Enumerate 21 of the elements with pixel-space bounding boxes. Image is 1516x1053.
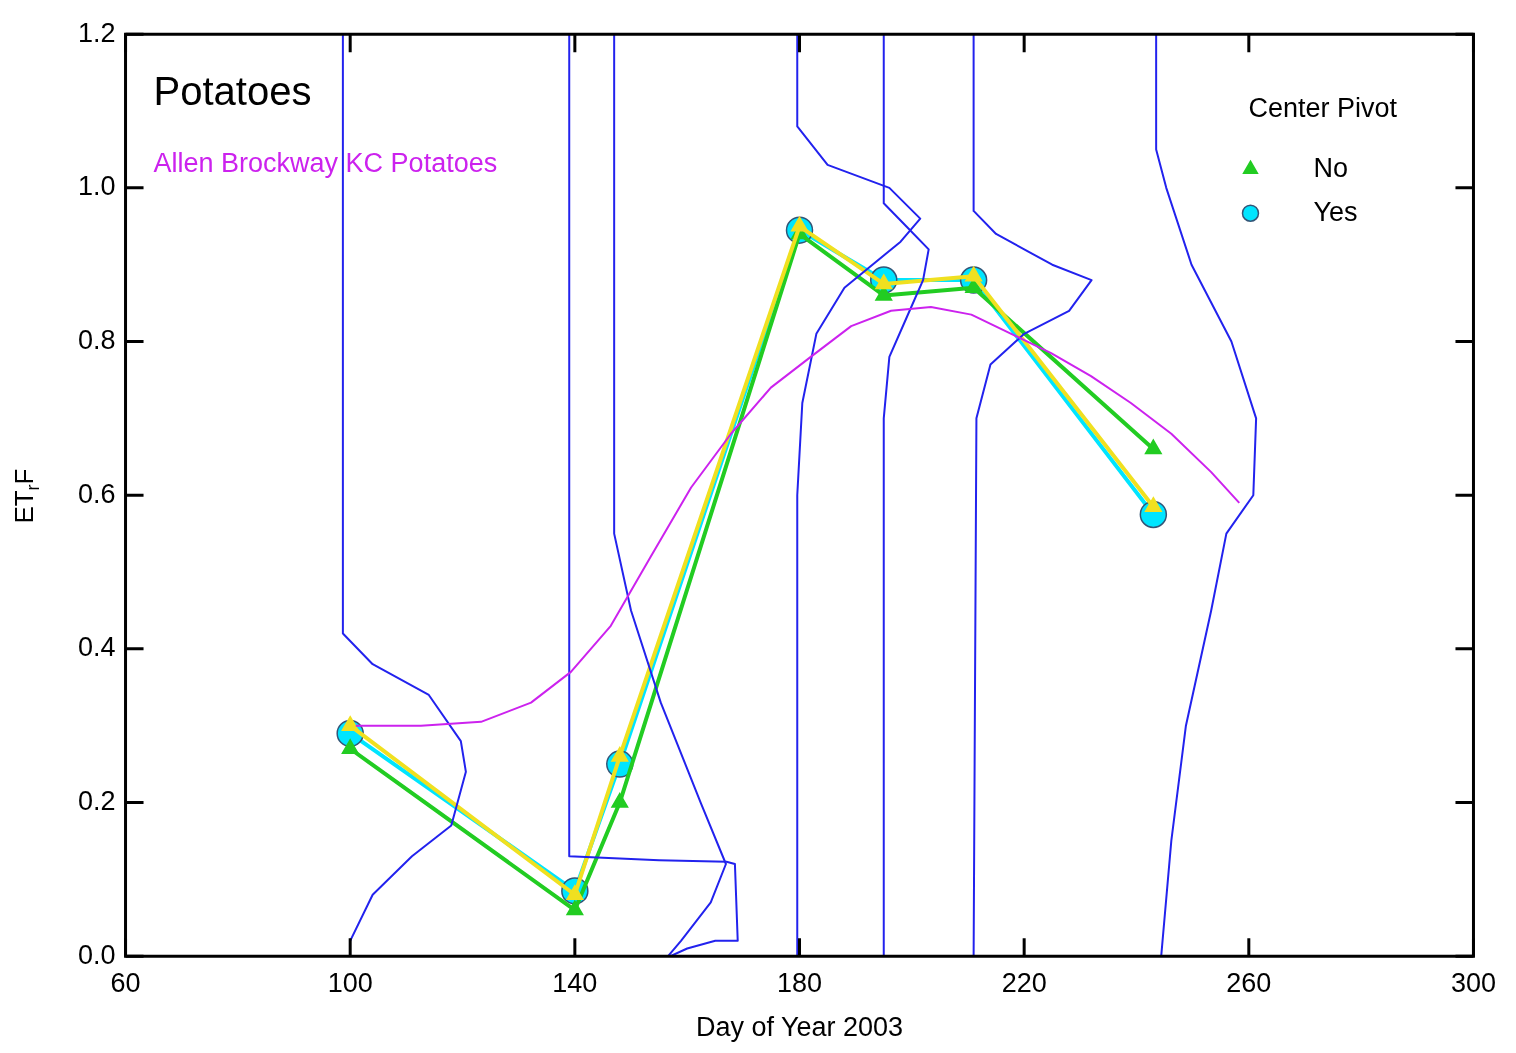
text: Allen Brockway KC Potatoes [153,147,498,178]
y-axis-title: ETrF [8,468,43,524]
legend-title: Center Pivot [1248,92,1398,123]
y-tick-label: 1.0 [77,171,116,202]
y-tick-label: 0.4 [77,632,116,663]
x-tick-label: 300 [1450,967,1497,998]
x-tick-label: 220 [1001,967,1047,998]
legend-label: No [1313,152,1348,183]
y-tick-label: 0.0 [77,939,116,970]
x-tick-label: 100 [327,967,373,998]
x-axis-title: Day of Year 2003 [695,1012,904,1043]
x-tick-label: 60 [110,967,141,998]
y-tick-label: 1.2 [77,17,116,48]
text: Potatoes [153,69,312,114]
y-tick-label: 0.2 [77,785,116,816]
x-tick-label: 260 [1226,967,1272,998]
legend-label: Yes [1313,196,1358,227]
x-tick-label: 140 [552,967,598,998]
y-tick-label: 0.6 [77,478,116,509]
x-tick-label: 180 [776,967,823,998]
y-tick-label: 0.8 [77,324,116,355]
